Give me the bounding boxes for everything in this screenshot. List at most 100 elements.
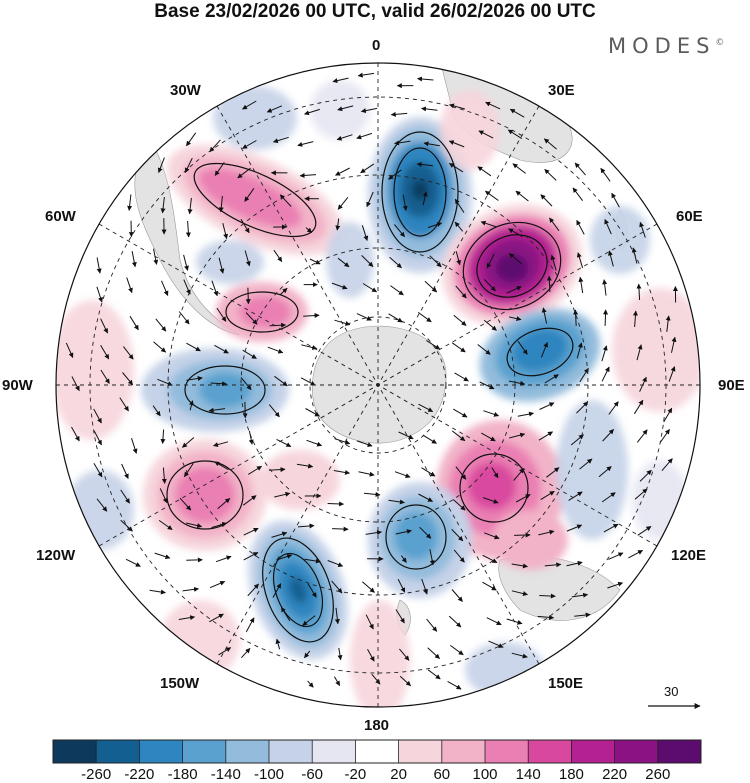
- wind-vector: [418, 403, 434, 413]
- wind-vector: [179, 497, 192, 511]
- wind-vector: [537, 614, 555, 620]
- wind-vector: [538, 529, 555, 536]
- wind-vector: [576, 342, 583, 359]
- wind-vector: [178, 615, 196, 621]
- colorbar-swatch: [485, 740, 529, 763]
- wind-vector: [96, 286, 103, 303]
- wind-vector: [636, 429, 648, 443]
- lon-label-30w: 30W: [170, 82, 201, 99]
- wind-vector: [182, 586, 199, 592]
- wind-vector: [452, 499, 466, 511]
- wind-vector: [509, 432, 526, 439]
- wind-vector: [455, 251, 462, 266]
- wind-vector: [416, 161, 433, 167]
- colorbar-tick-label: -220: [124, 766, 155, 783]
- wind-vector: [515, 190, 529, 202]
- wind-vector: [426, 618, 438, 632]
- wind-vector: [399, 648, 410, 661]
- wind-vector: [358, 471, 375, 477]
- wind-vector: [307, 583, 317, 598]
- copyright-mark: ©: [715, 38, 725, 48]
- colorbar-tick-label: -140: [210, 766, 241, 783]
- wind-vector: [131, 438, 138, 454]
- wind-vector: [280, 606, 291, 622]
- wind-vector: [217, 498, 231, 510]
- wind-vector: [93, 462, 103, 478]
- wind-vector: [512, 163, 526, 174]
- colorbar-border: [52, 739, 702, 764]
- wind-vector: [477, 344, 491, 355]
- wind-vector: [209, 613, 224, 623]
- wind-vector: [508, 380, 526, 386]
- wind-vector: [122, 372, 134, 386]
- wind-vector: [508, 228, 523, 238]
- wind-vector: [361, 255, 374, 267]
- wind-vector: [218, 195, 224, 213]
- wind-vector: [427, 222, 443, 229]
- wind-vector: [214, 344, 229, 354]
- wind-vector: [96, 498, 108, 512]
- colorbar-swatch: [614, 740, 659, 763]
- wind-vector: [576, 219, 585, 235]
- wind-vector: [183, 463, 194, 478]
- wind-vector: [484, 532, 500, 540]
- wind-vector: [243, 495, 257, 506]
- wind-vector: [482, 581, 497, 591]
- wind-vector: [208, 407, 226, 413]
- colorbar-swatch: [528, 740, 572, 763]
- wind-vector: [511, 590, 528, 596]
- wind-vector: [360, 107, 378, 114]
- wind-vector: [453, 549, 465, 563]
- anomaly-pos-45e: [442, 204, 582, 326]
- wind-vector: [603, 309, 609, 326]
- wind-vector: [160, 429, 166, 444]
- colorbar-tick-label: 60: [433, 766, 451, 783]
- colorbar-swatch: [657, 740, 702, 763]
- wind-vector: [477, 166, 492, 177]
- wind-vector: [388, 313, 403, 323]
- wind-vector: [362, 283, 378, 293]
- wind-vector: [242, 140, 257, 149]
- wind-vector: [579, 458, 593, 470]
- wind-vector: [237, 167, 251, 179]
- colorbar: [52, 739, 702, 764]
- wind-vector: [214, 461, 229, 471]
- wind-vector: [421, 106, 438, 112]
- wind-vector: [578, 276, 584, 294]
- wind-vector: [514, 532, 531, 538]
- wind-vector: [513, 468, 525, 481]
- wind-vector: [451, 342, 466, 353]
- wind-vector: [515, 493, 531, 503]
- wind-vector: [602, 429, 614, 442]
- wind-vector: [452, 408, 468, 418]
- wind-vector: [361, 225, 369, 241]
- lon-label-150e: 150E: [548, 675, 584, 692]
- wind-vector: [123, 346, 134, 360]
- wind-vector: [337, 647, 343, 661]
- wind-vector: [126, 277, 133, 294]
- wind-vector: [634, 488, 648, 500]
- wind-vector: [479, 381, 495, 390]
- colorbar-swatch: [225, 740, 270, 763]
- wind-vector: [602, 279, 608, 296]
- wind-vector: [161, 280, 169, 296]
- wind-vector: [426, 340, 441, 350]
- wind-vector: [129, 315, 139, 331]
- wind-vector: [276, 554, 293, 561]
- wind-vector: [429, 549, 435, 566]
- wind-vector: [546, 467, 560, 478]
- wind-vector: [454, 372, 469, 382]
- wind-vector: [337, 257, 350, 268]
- wind-vector: [100, 344, 110, 360]
- wind-vector: [304, 108, 320, 116]
- wind-vectors: [65, 72, 678, 690]
- wind-vector: [274, 491, 291, 498]
- wind-vector: [632, 310, 638, 327]
- colorbar-tick-label: -60: [301, 766, 324, 783]
- wind-vector: [183, 254, 189, 271]
- wind-vector: [506, 286, 522, 294]
- wind-vector: [608, 250, 614, 267]
- wind-vector: [272, 583, 282, 598]
- wind-vector: [273, 249, 283, 263]
